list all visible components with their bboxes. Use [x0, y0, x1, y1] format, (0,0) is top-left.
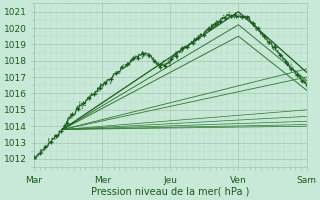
X-axis label: Pression niveau de la mer( hPa ): Pression niveau de la mer( hPa ): [91, 187, 250, 197]
